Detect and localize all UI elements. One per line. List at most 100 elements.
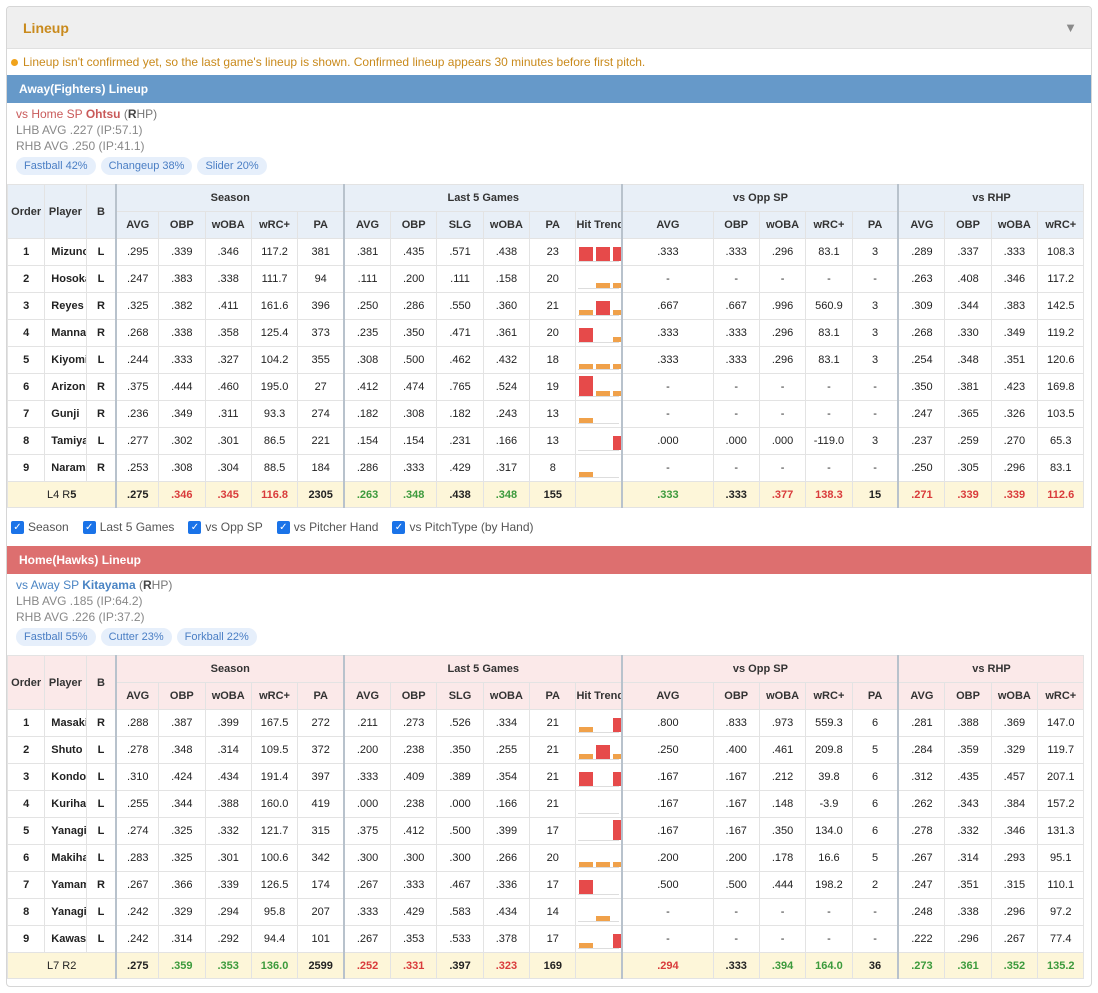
chevron-down-icon[interactable]: ▼: [1064, 20, 1077, 35]
table-row[interactable]: 4MannamiR.268.338.358125.4373.235.350.47…: [7, 319, 1092, 347]
stat-cell: 169.8: [1037, 373, 1085, 401]
table-row[interactable]: 1 Masaki R .288.387.399 167.5 272.211.273.526…: [7, 709, 1092, 737]
hit-trend-chart: [575, 427, 623, 455]
pitch-tag[interactable]: Fastball 55%: [16, 628, 96, 646]
checkbox-checked-icon[interactable]: ✓: [188, 520, 202, 534]
table-row[interactable]: 7YamamotoR.267.366.339126.5174.267.333.4…: [7, 871, 1092, 899]
stat-cell: 117.2: [250, 238, 299, 266]
away-lineup-bar: Away(Fighters) Lineup: [7, 75, 1091, 103]
stat-cell: 121.7: [250, 817, 299, 845]
player-name[interactable]: Kondoh: [44, 763, 87, 791]
table-row[interactable]: 5KiyomiyaL.244.333.327104.2355.308.500.4…: [7, 346, 1092, 374]
pitch-tag[interactable]: Fastball 42%: [16, 157, 96, 175]
player-name[interactable]: Mannami: [44, 319, 87, 347]
filter-checkbox[interactable]: ✓ vs PitchType (by Hand): [392, 520, 534, 534]
hit-trend-chart: [575, 925, 623, 953]
player-name[interactable]: Tamiya: [44, 427, 87, 455]
stat-cell: .382: [158, 292, 206, 320]
table-row[interactable]: 9NaramaR.253.308.30488.5184.286.333.429.…: [7, 454, 1092, 482]
player-name[interactable]: Yanagima...: [44, 898, 87, 926]
sp-name[interactable]: Kitayama: [82, 578, 136, 592]
stat-cell: 95.1: [1037, 844, 1085, 872]
bat-hand: R: [85, 373, 117, 401]
player-name[interactable]: Masaki: [44, 709, 87, 737]
player-name[interactable]: Mizuno: [44, 238, 87, 266]
table-row[interactable]: 3KondohL.310.424.434191.4397.333.409.389…: [7, 763, 1092, 791]
stat-cell: .238: [389, 736, 438, 764]
table-row[interactable]: 8 Tamiya L .277.302.301 86.5 221.154.154.231.…: [7, 427, 1092, 455]
total-cell: .275: [115, 481, 160, 508]
stat-cell: .336: [482, 871, 531, 899]
stat-cell: 6: [851, 709, 899, 737]
panel-header[interactable]: Lineup ▼: [7, 7, 1091, 49]
table-row[interactable]: 8Yanagima...L.242.329.29495.8207.333.429…: [7, 898, 1092, 926]
player-name[interactable]: Arizono: [44, 373, 87, 401]
filter-checkbox[interactable]: ✓ vs Pitcher Hand: [276, 520, 378, 534]
table-row[interactable]: 6ArizonoR.375.444.460195.027.412.474.765…: [7, 373, 1092, 401]
table-row[interactable]: 2HosokawaL.247.383.338111.794.111.200.11…: [7, 265, 1092, 293]
stat-cell: 198.2: [805, 871, 853, 899]
player-name[interactable]: Kawase: [44, 925, 87, 953]
total-cell: .273: [897, 952, 946, 979]
filter-checkbox[interactable]: ✓ Last 5 Games: [82, 520, 174, 534]
table-row[interactable]: 9KawaseL.242.314.29294.4101.267.353.533.…: [7, 925, 1092, 953]
player-name[interactable]: Kurihara: [44, 790, 87, 818]
trend-bar-out: [596, 391, 611, 396]
stat-cell: .399: [482, 817, 531, 845]
hit-trend-chart: [575, 898, 623, 926]
total-cell: .333: [712, 952, 760, 979]
stat-cell: .467: [436, 871, 484, 899]
player-name[interactable]: Yamamoto: [44, 871, 87, 899]
stat-cell: 103.5: [1037, 400, 1085, 428]
stat-cell: 3: [851, 427, 899, 455]
table-row[interactable]: 5YanagitaL.274.325.332121.7315.375.412.5…: [7, 817, 1092, 845]
table-row[interactable]: 4KuriharaL.255.344.388160.0419.000.238.0…: [7, 790, 1092, 818]
stat-cell: .296: [990, 898, 1039, 926]
table-row[interactable]: 1 Mizuno L .295.339.346 117.2 381.381.435.571…: [7, 238, 1092, 266]
checkbox-checked-icon[interactable]: ✓: [82, 520, 96, 534]
trend-bar-hit: [579, 376, 594, 396]
stat-cell: .462: [436, 346, 484, 374]
player-name[interactable]: Gunji: [44, 400, 87, 428]
stat-cell: .346: [990, 817, 1039, 845]
table-row[interactable]: 6MakiharaL.283.325.301100.6342.300.300.3…: [7, 844, 1092, 872]
stat-cell: 167.5: [250, 709, 299, 737]
player-name[interactable]: Hosokawa: [44, 265, 87, 293]
checkbox-checked-icon[interactable]: ✓: [11, 520, 24, 534]
stat-cell: .339: [204, 871, 252, 899]
stat-cell: .329: [990, 736, 1039, 764]
stat-cell: .388: [944, 709, 992, 737]
col-header: Hit Trend: [575, 211, 623, 239]
checkbox-checked-icon[interactable]: ✓: [276, 520, 290, 534]
batting-order: 8: [7, 427, 46, 455]
stat-cell: .384: [990, 790, 1039, 818]
filter-checkbox[interactable]: ✓ vs Opp SP: [188, 520, 263, 534]
sp-name[interactable]: Ohtsu: [85, 107, 121, 121]
player-name[interactable]: Narama: [44, 454, 87, 482]
total-cell: .275: [115, 952, 160, 979]
player-name[interactable]: Kiyomiya: [44, 346, 87, 374]
player-name[interactable]: Yanagita: [44, 817, 87, 845]
trend-baseline: [578, 948, 620, 949]
stat-cell: -: [805, 373, 853, 401]
pitch-tag[interactable]: Cutter 23%: [100, 628, 172, 646]
stat-cell: .667: [712, 292, 760, 320]
player-name[interactable]: Makihara: [44, 844, 87, 872]
table-row[interactable]: 3 Reyes R .325.382.411 161.6 396.250.286.550.…: [7, 292, 1092, 320]
table-row[interactable]: 7 Gunji R .236.349.311 93.3 274.182.308.182.2…: [7, 400, 1092, 428]
table-row[interactable]: 2 Shuto L .278.348.314 109.5 372.200.238.350.…: [7, 736, 1092, 764]
pitch-tag[interactable]: Slider 20%: [197, 157, 267, 175]
stat-cell: .349: [158, 400, 206, 428]
player-name[interactable]: Shuto: [44, 736, 87, 764]
pitch-tag[interactable]: Forkball 22%: [176, 628, 257, 646]
player-name[interactable]: Reyes: [44, 292, 87, 320]
total-cell: 36: [851, 952, 899, 979]
trend-baseline: [578, 894, 620, 895]
trend-bar-out: [579, 364, 594, 369]
stat-cell: .333: [712, 319, 760, 347]
pitch-tag[interactable]: Changeup 38%: [100, 157, 193, 175]
stat-cell: .333: [621, 346, 714, 374]
stat-cell: .267: [990, 925, 1039, 953]
checkbox-checked-icon[interactable]: ✓: [392, 520, 406, 534]
filter-checkbox[interactable]: ✓ Season: [11, 520, 69, 534]
